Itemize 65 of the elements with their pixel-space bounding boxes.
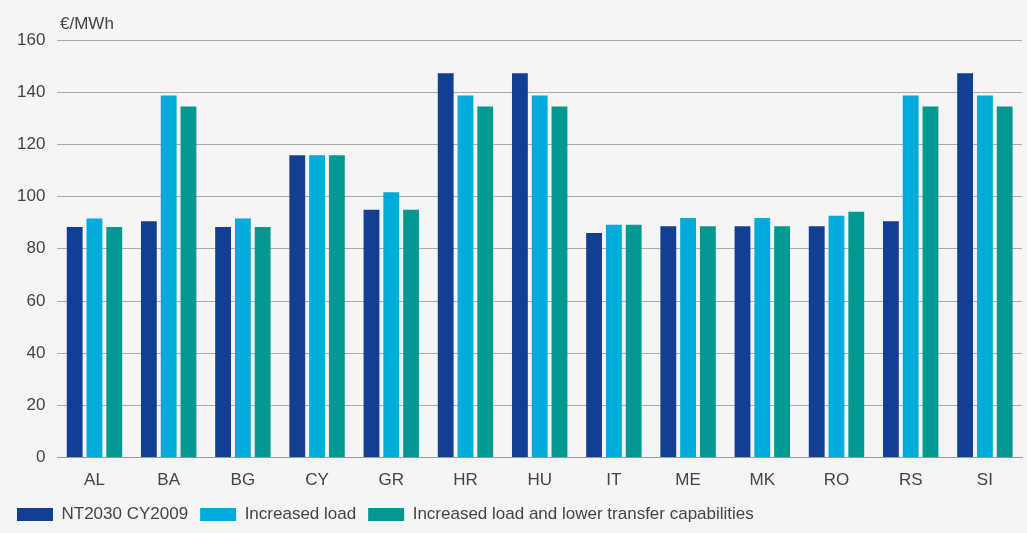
bar (457, 95, 474, 458)
bar (531, 95, 548, 458)
x-tick-label: MK (749, 470, 776, 490)
bar (680, 218, 696, 458)
bar (160, 95, 177, 458)
legend-label: NT2030 CY2009 (61, 504, 189, 524)
bar (996, 106, 1013, 458)
bar (511, 73, 528, 458)
y-tick-label: 40 (26, 342, 46, 362)
x-tick-label: RO (823, 470, 850, 490)
y-tick-label: 20 (26, 395, 46, 415)
bar (976, 95, 993, 458)
bar (808, 226, 825, 458)
bar (403, 209, 419, 458)
bar (383, 192, 400, 458)
bar (902, 95, 919, 458)
bar (215, 226, 231, 458)
x-tick-label: CY (305, 470, 329, 490)
bar (625, 224, 642, 458)
legend-label: Increased load (244, 504, 357, 524)
x-tick-label: SI (976, 470, 993, 490)
y-tick-label: 160 (16, 29, 46, 49)
bar (660, 226, 677, 458)
bar (180, 106, 197, 458)
bar (774, 226, 790, 458)
bar (699, 226, 716, 458)
x-tick-label: AL (84, 470, 105, 490)
bar (882, 221, 899, 458)
bar (828, 215, 845, 458)
bar (605, 224, 622, 458)
bar (309, 155, 325, 458)
y-tick-label: 60 (26, 290, 46, 310)
y-axis-title: €/MWh (60, 14, 114, 34)
x-tick-label: BA (157, 470, 181, 490)
x-tick-label: ME (675, 470, 701, 490)
bar (140, 221, 157, 458)
y-tick-label: 0 (35, 447, 46, 467)
x-tick-label: RS (898, 470, 923, 490)
bar (363, 209, 380, 458)
y-tick-label: 100 (16, 186, 46, 206)
bar (922, 106, 939, 458)
bar (848, 211, 865, 458)
bar (957, 73, 974, 458)
y-tick-label: 120 (16, 134, 46, 154)
x-tick-label: IT (606, 470, 622, 490)
bar (328, 155, 345, 458)
bar (254, 226, 271, 458)
bar (234, 218, 251, 458)
bar (477, 106, 494, 458)
legend-label: Increased load and lower transfer capabilities (412, 504, 754, 524)
x-tick-label: GR (378, 470, 405, 490)
x-tick-label: HR (453, 470, 478, 490)
bar (86, 218, 103, 458)
y-tick-label: 140 (16, 81, 46, 101)
bar (66, 226, 83, 458)
y-tick-label: 80 (26, 238, 46, 258)
bar (437, 73, 454, 458)
bar (289, 155, 306, 458)
x-tick-label: BG (230, 470, 256, 490)
bar (586, 232, 603, 458)
bar (754, 218, 771, 458)
bar (551, 106, 568, 458)
bar (106, 226, 123, 458)
x-tick-label: HU (527, 470, 552, 490)
bar (734, 226, 751, 458)
